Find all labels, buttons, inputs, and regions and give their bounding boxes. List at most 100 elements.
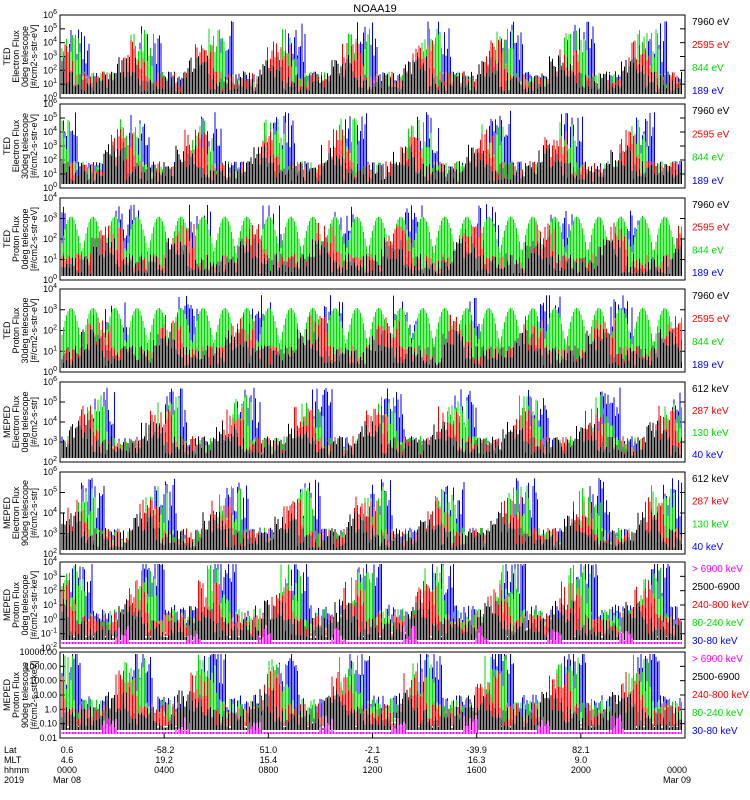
y-tick-label: 105 xyxy=(43,112,57,123)
y-tick-label: 101 xyxy=(43,168,57,179)
legend-label: 40 keV xyxy=(692,542,723,553)
y-tick-label: 106 xyxy=(43,466,57,477)
x-tick-label: 1600 xyxy=(467,765,487,775)
legend-label: 2500-6900 xyxy=(692,582,740,593)
legend-label: 189 eV xyxy=(692,86,724,97)
y-tick-label: 104 xyxy=(43,416,57,427)
panels: 100 101 102 103 104 105 106 TEDElectron Flux0de… xyxy=(2,9,749,743)
x-row-label: 2019 xyxy=(4,775,24,785)
y-tick-label: 102 xyxy=(43,548,57,559)
panel-1: 100 101 102 103 104 105 106 TEDElectron Flux0de… xyxy=(2,9,730,103)
y-tick-label: 105 xyxy=(43,396,57,407)
series--6900-kev-trace xyxy=(61,714,682,734)
legend-label: 2595 eV xyxy=(692,129,730,140)
x-tick-label: 0000 xyxy=(57,765,77,775)
legend-label: 30-80 keV xyxy=(692,726,738,737)
y-tick-label: 0.10 xyxy=(39,719,57,729)
x-tick-label: 15.4 xyxy=(260,755,278,765)
legend-label: 7960 eV xyxy=(692,291,730,302)
legend-label: > 6900 keV xyxy=(692,654,743,665)
legend-label: 189 eV xyxy=(692,268,724,279)
x-tick-label: 4.5 xyxy=(366,755,379,765)
panel-5: 102 103 104 105 106 MEPEDElectron Flux0deg te… xyxy=(2,376,729,467)
legend-label: 612 keV xyxy=(692,384,729,395)
x-tick-label: 19.2 xyxy=(155,755,173,765)
x-row-label: Lat xyxy=(4,745,17,755)
y-tick-label: 100 xyxy=(43,182,57,193)
y-tick-label: 104 xyxy=(43,283,57,294)
y-tick-label: 106 xyxy=(43,376,57,387)
plot-title: NOAA19 xyxy=(353,3,396,15)
panel-2: 100 101 102 103 104 105 106 TEDElectron Flux30d… xyxy=(2,98,730,193)
series-7960-ev-trace xyxy=(61,55,682,94)
legend-label: 2595 eV xyxy=(692,223,730,234)
legend-label: 287 keV xyxy=(692,497,729,508)
x-tick-label: 0.6 xyxy=(61,745,74,755)
x-tick-label: 2000 xyxy=(571,765,591,775)
y-tick-label: 105 xyxy=(43,23,57,34)
y-tick-label: 103 xyxy=(43,304,57,315)
y-axis-label: TEDElectron Flux30deg telescope[#/cm2-s-… xyxy=(2,113,39,179)
legend-label: 844 eV xyxy=(692,153,724,164)
y-tick-label: 102 xyxy=(43,64,57,75)
legend-label: 844 eV xyxy=(692,245,724,256)
y-tick-label: 10.00 xyxy=(34,690,57,700)
x-tick-label: 16.3 xyxy=(468,755,486,765)
panel-4: 100 101 102 103 104 TEDProton Flux30deg teles… xyxy=(2,283,730,377)
legend-label: 189 eV xyxy=(692,176,724,187)
panel-6: 102 103 104 105 106 MEPEDElectron Flux90deg t… xyxy=(2,466,729,559)
y-tick-label: 103 xyxy=(43,51,57,62)
legend-label: 240-800 keV xyxy=(692,690,749,701)
x-tick-label: 0400 xyxy=(154,765,174,775)
y-tick-label: 100 xyxy=(43,613,57,624)
y-tick-label: 102 xyxy=(43,325,57,336)
x-row-label: hhmm xyxy=(4,765,29,775)
panel-3: 100 101 102 103 104 TEDProton Flux0deg telesc… xyxy=(2,192,730,285)
y-tick-label: 10-1 xyxy=(41,628,57,639)
x-row-label: MLT xyxy=(4,755,22,765)
x-tick-label: 1200 xyxy=(362,765,382,775)
y-tick-label: 102 xyxy=(43,233,57,244)
y-tick-label: 106 xyxy=(43,98,57,109)
x-tick-label: Mar 08 xyxy=(53,775,81,785)
x-tick-label: 0800 xyxy=(258,765,278,775)
series-7960-ev-trace xyxy=(61,237,682,276)
y-axis-label: MEPEDElectron Flux0deg telescope[#/cm2-s… xyxy=(2,391,39,452)
legend-label: 189 eV xyxy=(692,360,724,371)
y-axis-label: TEDProton Flux30deg telescope[#/cm2-s-st… xyxy=(2,297,39,363)
y-tick-label: 1.0 xyxy=(44,704,57,714)
legend-label: 40 keV xyxy=(692,450,723,461)
y-tick-label: 100 xyxy=(43,366,57,377)
y-axis-label: MEPEDProton Flux0deg telescope[#/cm2-s-s… xyxy=(2,571,39,640)
y-tick-label: 104 xyxy=(43,37,57,48)
y-tick-label: 100 xyxy=(43,274,57,285)
y-tick-label: 104 xyxy=(43,556,57,567)
y-tick-label: 101 xyxy=(43,345,57,356)
y-tick-label: 101 xyxy=(43,254,57,265)
x-tick-label: 51.0 xyxy=(260,745,278,755)
y-axis-label: TEDProton Flux0deg telescope[#/cm2-s-str… xyxy=(2,207,39,271)
series-7960-ev-trace xyxy=(61,144,682,184)
x-tick-label: 0000 xyxy=(667,765,687,775)
y-tick-label: 1000.00 xyxy=(24,661,57,671)
legend-label: 287 keV xyxy=(692,406,729,417)
x-tick-label: -58.2 xyxy=(154,745,175,755)
legend-label: 130 keV xyxy=(692,428,729,439)
y-tick-label: 106 xyxy=(43,9,57,20)
x-tick-label: 4.6 xyxy=(61,755,74,765)
legend-label: 240-800 keV xyxy=(692,600,749,611)
y-axis-label: MEPEDElectron Flux90deg telescope[#/cm2-… xyxy=(2,480,39,546)
x-tick-label: 82.1 xyxy=(572,745,590,755)
y-tick-label: 0.01 xyxy=(39,733,57,743)
legend-label: 130 keV xyxy=(692,519,729,530)
legend-label: 80-240 keV xyxy=(692,618,743,629)
legend-label: 2500-6900 xyxy=(692,672,740,683)
x-tick-label: -2.1 xyxy=(365,745,381,755)
y-tick-label: 100 xyxy=(43,92,57,103)
y-axis-label: MEPEDProton Flux90deg telescope[#/cm2-s-… xyxy=(2,661,39,730)
legend-label: 612 keV xyxy=(692,474,729,485)
y-tick-label: 103 xyxy=(43,570,57,581)
series--6900-kev-trace xyxy=(61,625,682,644)
y-tick-label: 102 xyxy=(43,456,57,467)
legend-label: 844 eV xyxy=(692,337,724,348)
